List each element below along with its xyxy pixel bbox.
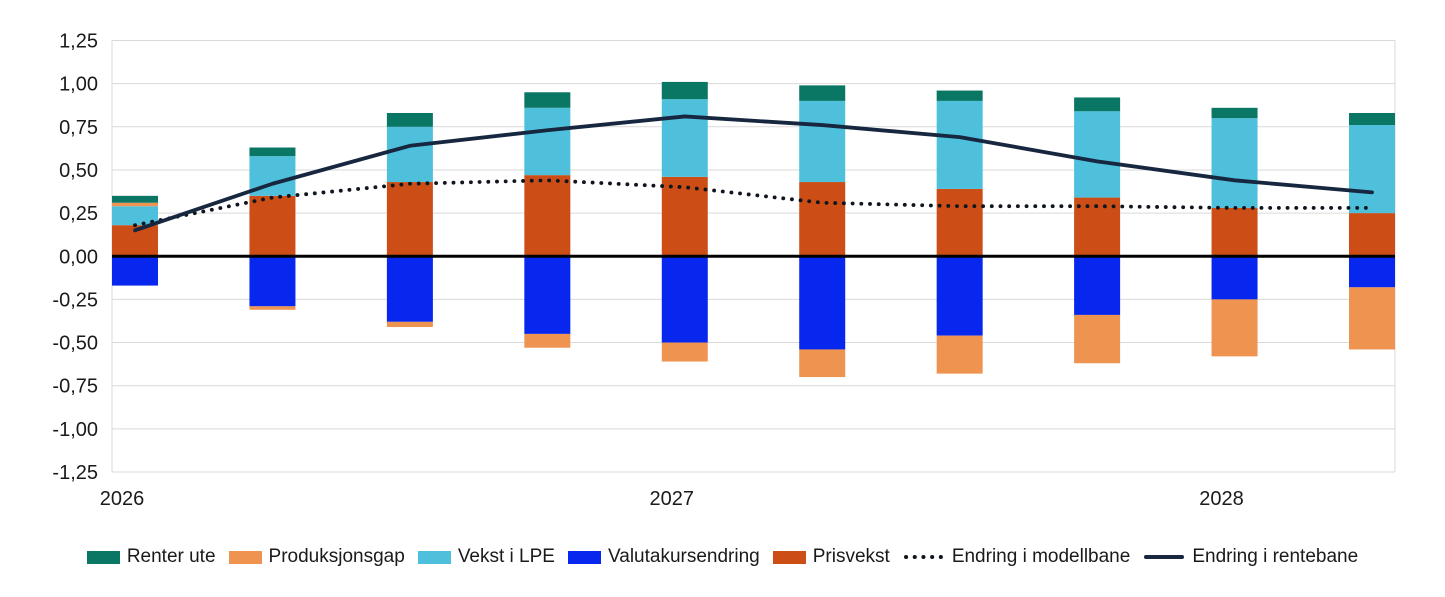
legend-label: Vekst i LPE [457, 546, 555, 567]
bar-segment-valutakursendring [1349, 256, 1395, 288]
legend-swatch-prisvekst [772, 550, 806, 564]
x-tick-label: 2028 [1199, 488, 1244, 510]
bar-segment-renter-ute [1074, 97, 1121, 112]
bar-segment-valutakursendring [1074, 256, 1121, 315]
y-tick-label: -0,75 [52, 376, 98, 398]
bar-segment-produksjonsgap [1074, 314, 1121, 364]
legend-swatch-valutakursendring [567, 550, 601, 564]
bar-segment-renter-ute [1349, 112, 1395, 126]
bar-segment-valutakursendring [799, 256, 846, 350]
line-endring-i-rentebane [133, 114, 1374, 233]
bar-segment-vekst-i-lpe [524, 107, 571, 176]
legend-label: Produksjonsgap [268, 546, 405, 567]
bar-segment-renter-ute [661, 81, 708, 100]
bar-segment-renter-ute [936, 90, 983, 101]
bar-segment-prisvekst [936, 188, 983, 257]
y-tick-label: -1,25 [52, 462, 98, 484]
bar-segment-renter-ute [799, 85, 846, 101]
bar-segment-prisvekst [661, 176, 708, 257]
legend-line-sample-endring-i-modellbane [903, 555, 944, 559]
y-tick-label: 1,25 [59, 31, 98, 53]
legend-label: Valutakursendring [607, 546, 760, 567]
chart-canvas: 1,25 1,00 0,75 0,50 0,25 0,00 -0,25 -0,50 -0,75 -… [52, 31, 1396, 510]
legend-item-valutakursendring: Valutakursendring [567, 546, 760, 568]
legend-swatch-produksjonsgap [228, 550, 262, 564]
bar-segment-produksjonsgap [386, 321, 433, 328]
legend-label: Renter ute [126, 546, 216, 567]
bar-segment-vekst-i-lpe [1349, 125, 1395, 214]
bar-segment-produksjonsgap [799, 349, 846, 378]
legend-swatch-vekst-i-lpe [417, 550, 451, 564]
bar-segment-renter-ute [386, 112, 433, 127]
y-tick-label: -0,50 [52, 333, 98, 355]
bar-segment-prisvekst [386, 182, 433, 257]
bar-segment-prisvekst [1349, 213, 1395, 257]
bar-segment-valutakursendring [661, 256, 708, 343]
bar-segment-vekst-i-lpe [112, 206, 158, 226]
legend-item-renter-ute: Renter ute [86, 546, 216, 568]
bar-segment-vekst-i-lpe [936, 100, 983, 189]
bar-segment-vekst-i-lpe [386, 126, 433, 183]
bar-segment-renter-ute [112, 195, 158, 203]
y-tick-label: 1,00 [59, 74, 98, 96]
legend-label: Endring i rentebane [1192, 546, 1359, 567]
bar-segment-produksjonsgap [661, 342, 708, 362]
bar-segment-valutakursendring [1211, 256, 1258, 300]
chart-legend: Renter ute Produksjonsgap Vekst i LPE Valut… [0, 546, 1445, 568]
bar-segment-valutakursendring [936, 256, 983, 336]
bar-segment-vekst-i-lpe [799, 100, 846, 183]
y-tick-label: -0,25 [52, 289, 98, 311]
bar-segment-produksjonsgap [524, 333, 571, 348]
bar-segment-prisvekst [799, 182, 846, 257]
bar-segment-renter-ute [249, 147, 296, 157]
y-tick-label: 0,75 [59, 117, 98, 139]
bar-segment-vekst-i-lpe [1211, 118, 1258, 208]
bar-segment-valutakursendring [386, 256, 433, 322]
bar-segment-produksjonsgap [936, 335, 983, 374]
bar-segment-renter-ute [524, 92, 571, 108]
bar-segment-valutakursendring [112, 256, 158, 286]
x-tick-label: 2027 [650, 488, 695, 510]
legend-label: Prisvekst [812, 546, 890, 567]
bar-segment-vekst-i-lpe [661, 99, 708, 177]
line-endring-i-modellbane [133, 178, 1374, 228]
y-tick-label: 0,00 [59, 246, 98, 268]
y-tick-label: 0,50 [59, 160, 98, 182]
legend-item-vekst-i-lpe: Vekst i LPE [417, 546, 555, 568]
legend-label: Endring i modellbane [951, 546, 1131, 567]
legend-item-prisvekst: Prisvekst [772, 546, 890, 568]
bar-segment-renter-ute [1211, 107, 1258, 119]
bar-segment-prisvekst [1211, 207, 1258, 257]
legend-item-endring-i-rentebane: Endring i rentebane [1143, 546, 1358, 568]
bar-segment-vekst-i-lpe [1074, 111, 1121, 198]
legend-item-produksjonsgap: Produksjonsgap [228, 546, 405, 568]
bar-segment-produksjonsgap [1349, 287, 1395, 350]
legend-item-endring-i-modellbane: Endring i modellbane [903, 546, 1131, 568]
y-tick-label: -1,00 [52, 419, 98, 441]
y-tick-label: 0,25 [59, 203, 98, 225]
x-tick-label: 2026 [100, 488, 145, 510]
legend-line-sample-endring-i-rentebane [1144, 555, 1185, 559]
bar-segment-produksjonsgap [1211, 299, 1258, 357]
bar-segment-prisvekst [524, 175, 571, 257]
legend-swatch-renter-ute [86, 550, 120, 564]
bar-segment-prisvekst [249, 195, 296, 257]
bar-segment-valutakursendring [524, 256, 571, 334]
bar-segment-produksjonsgap [249, 306, 296, 310]
bar-segment-produksjonsgap [112, 202, 158, 207]
bar-segment-valutakursendring [249, 256, 296, 307]
